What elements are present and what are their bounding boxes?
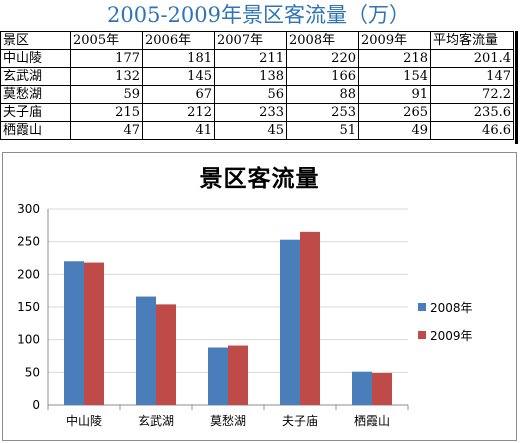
table-cell[interactable]: 玄武湖 [0,67,71,86]
table-cell[interactable]: 91 [358,85,431,104]
x-tick-label: 玄武湖 [138,413,174,428]
table-cell[interactable]: 56 [214,85,287,104]
table-cell[interactable]: 51 [286,121,359,140]
y-tick-label: 200 [17,267,40,281]
table-cell[interactable]: 218 [358,49,431,68]
bar [228,345,248,405]
table-cell[interactable]: 88 [286,85,359,104]
table-cell[interactable]: 46.6 [430,121,514,140]
table-right-border [515,31,518,144]
table-cell[interactable]: 132 [70,67,143,86]
bar [300,231,320,405]
bar [64,261,84,405]
legend-item: 2009年 [418,326,473,344]
x-tick-label: 中山陵 [66,413,102,428]
legend-swatch [418,303,426,311]
table-cell[interactable]: 栖霞山 [0,121,71,140]
table-cell[interactable]: 67 [142,85,215,104]
bar [136,296,156,405]
legend-item: 2008年 [418,298,473,316]
table-row: 玄武湖 132 145 138 166 154 147 [0,67,514,86]
header-cell[interactable]: 2005年 [70,31,143,50]
chart-legend: 2008年 2009年 [418,298,473,354]
sheet-title: 2005-2009年景区客流量（万） [107,3,410,27]
table-cell[interactable]: 59 [70,85,143,104]
table-cell[interactable]: 211 [214,49,287,68]
plot-area: 0 50 100 150 200 250 300 中山陵 玄武湖 莫愁湖 夫子庙 栖霞山 [17,202,409,428]
header-cell[interactable]: 2009年 [358,31,431,50]
table-cell[interactable]: 49 [358,121,431,140]
y-tick-label: 0 [32,398,40,412]
table-cell[interactable]: 47 [70,121,143,140]
table-cell[interactable]: 45 [214,121,287,140]
table-row: 中山陵 177 181 211 220 218 201.4 [0,49,514,68]
table-cell[interactable]: 215 [70,103,143,122]
table-cell[interactable]: 72.2 [430,85,514,104]
table-cell[interactable]: 145 [142,67,215,86]
table-cell[interactable]: 212 [142,103,215,122]
bar [84,262,104,405]
table-cell[interactable]: 夫子庙 [0,103,71,122]
chart-area[interactable]: 景区客流量 0 50 100 150 200 250 300 中山陵 玄武湖 莫愁湖 夫子庙 栖霞山 … [2,152,517,441]
y-tick-label: 100 [17,333,40,347]
table-cell[interactable]: 138 [214,67,287,86]
table-cell[interactable]: 41 [142,121,215,140]
header-cell[interactable]: 2008年 [286,31,359,50]
table-cell[interactable]: 166 [286,67,359,86]
table-cell[interactable]: 265 [358,103,431,122]
y-tick-label: 150 [17,300,40,314]
header-cell[interactable]: 景区 [0,31,71,50]
bar [280,239,300,405]
table-cell[interactable]: 莫愁湖 [0,85,71,104]
table-cell[interactable]: 中山陵 [0,49,71,68]
legend-label: 2009年 [430,328,473,343]
table-row: 莫愁湖 59 67 56 88 91 72.2 [0,85,514,104]
bar [156,304,176,405]
x-tick-label: 栖霞山 [354,413,390,428]
table-row: 栖霞山 47 41 45 51 49 46.6 [0,121,514,140]
table-cell[interactable]: 147 [430,67,514,86]
header-cell[interactable]: 平均客流量 [430,31,514,50]
table-cell[interactable]: 235.6 [430,103,514,122]
bar [208,347,228,405]
table-cell[interactable]: 253 [286,103,359,122]
header-cell[interactable]: 2007年 [214,31,287,50]
bar [352,371,372,405]
table-cell[interactable]: 181 [142,49,215,68]
table-cell[interactable]: 201.4 [430,49,514,68]
table-cell[interactable]: 233 [214,103,287,122]
y-tick-label: 50 [25,365,40,379]
x-tick-label: 莫愁湖 [210,413,246,428]
table-cell[interactable]: 177 [70,49,143,68]
x-tick-label: 夫子庙 [282,414,318,428]
table-row: 夫子庙 215 212 233 253 265 235.6 [0,103,514,122]
table-cell[interactable]: 154 [358,67,431,86]
table-header-row: 景区 2005年 2006年 2007年 2008年 2009年 平均客流量 [0,31,514,50]
header-cell[interactable]: 2006年 [142,31,215,50]
chart-title: 景区客流量 [199,166,320,192]
legend-label: 2008年 [430,300,473,315]
table-cell[interactable]: 220 [286,49,359,68]
data-table: 景区 2005年 2006年 2007年 2008年 2009年 平均客流量 中… [0,31,514,140]
y-tick-label: 250 [17,235,40,249]
y-tick-label: 300 [17,202,40,216]
bar [372,372,392,405]
legend-swatch [418,331,426,339]
